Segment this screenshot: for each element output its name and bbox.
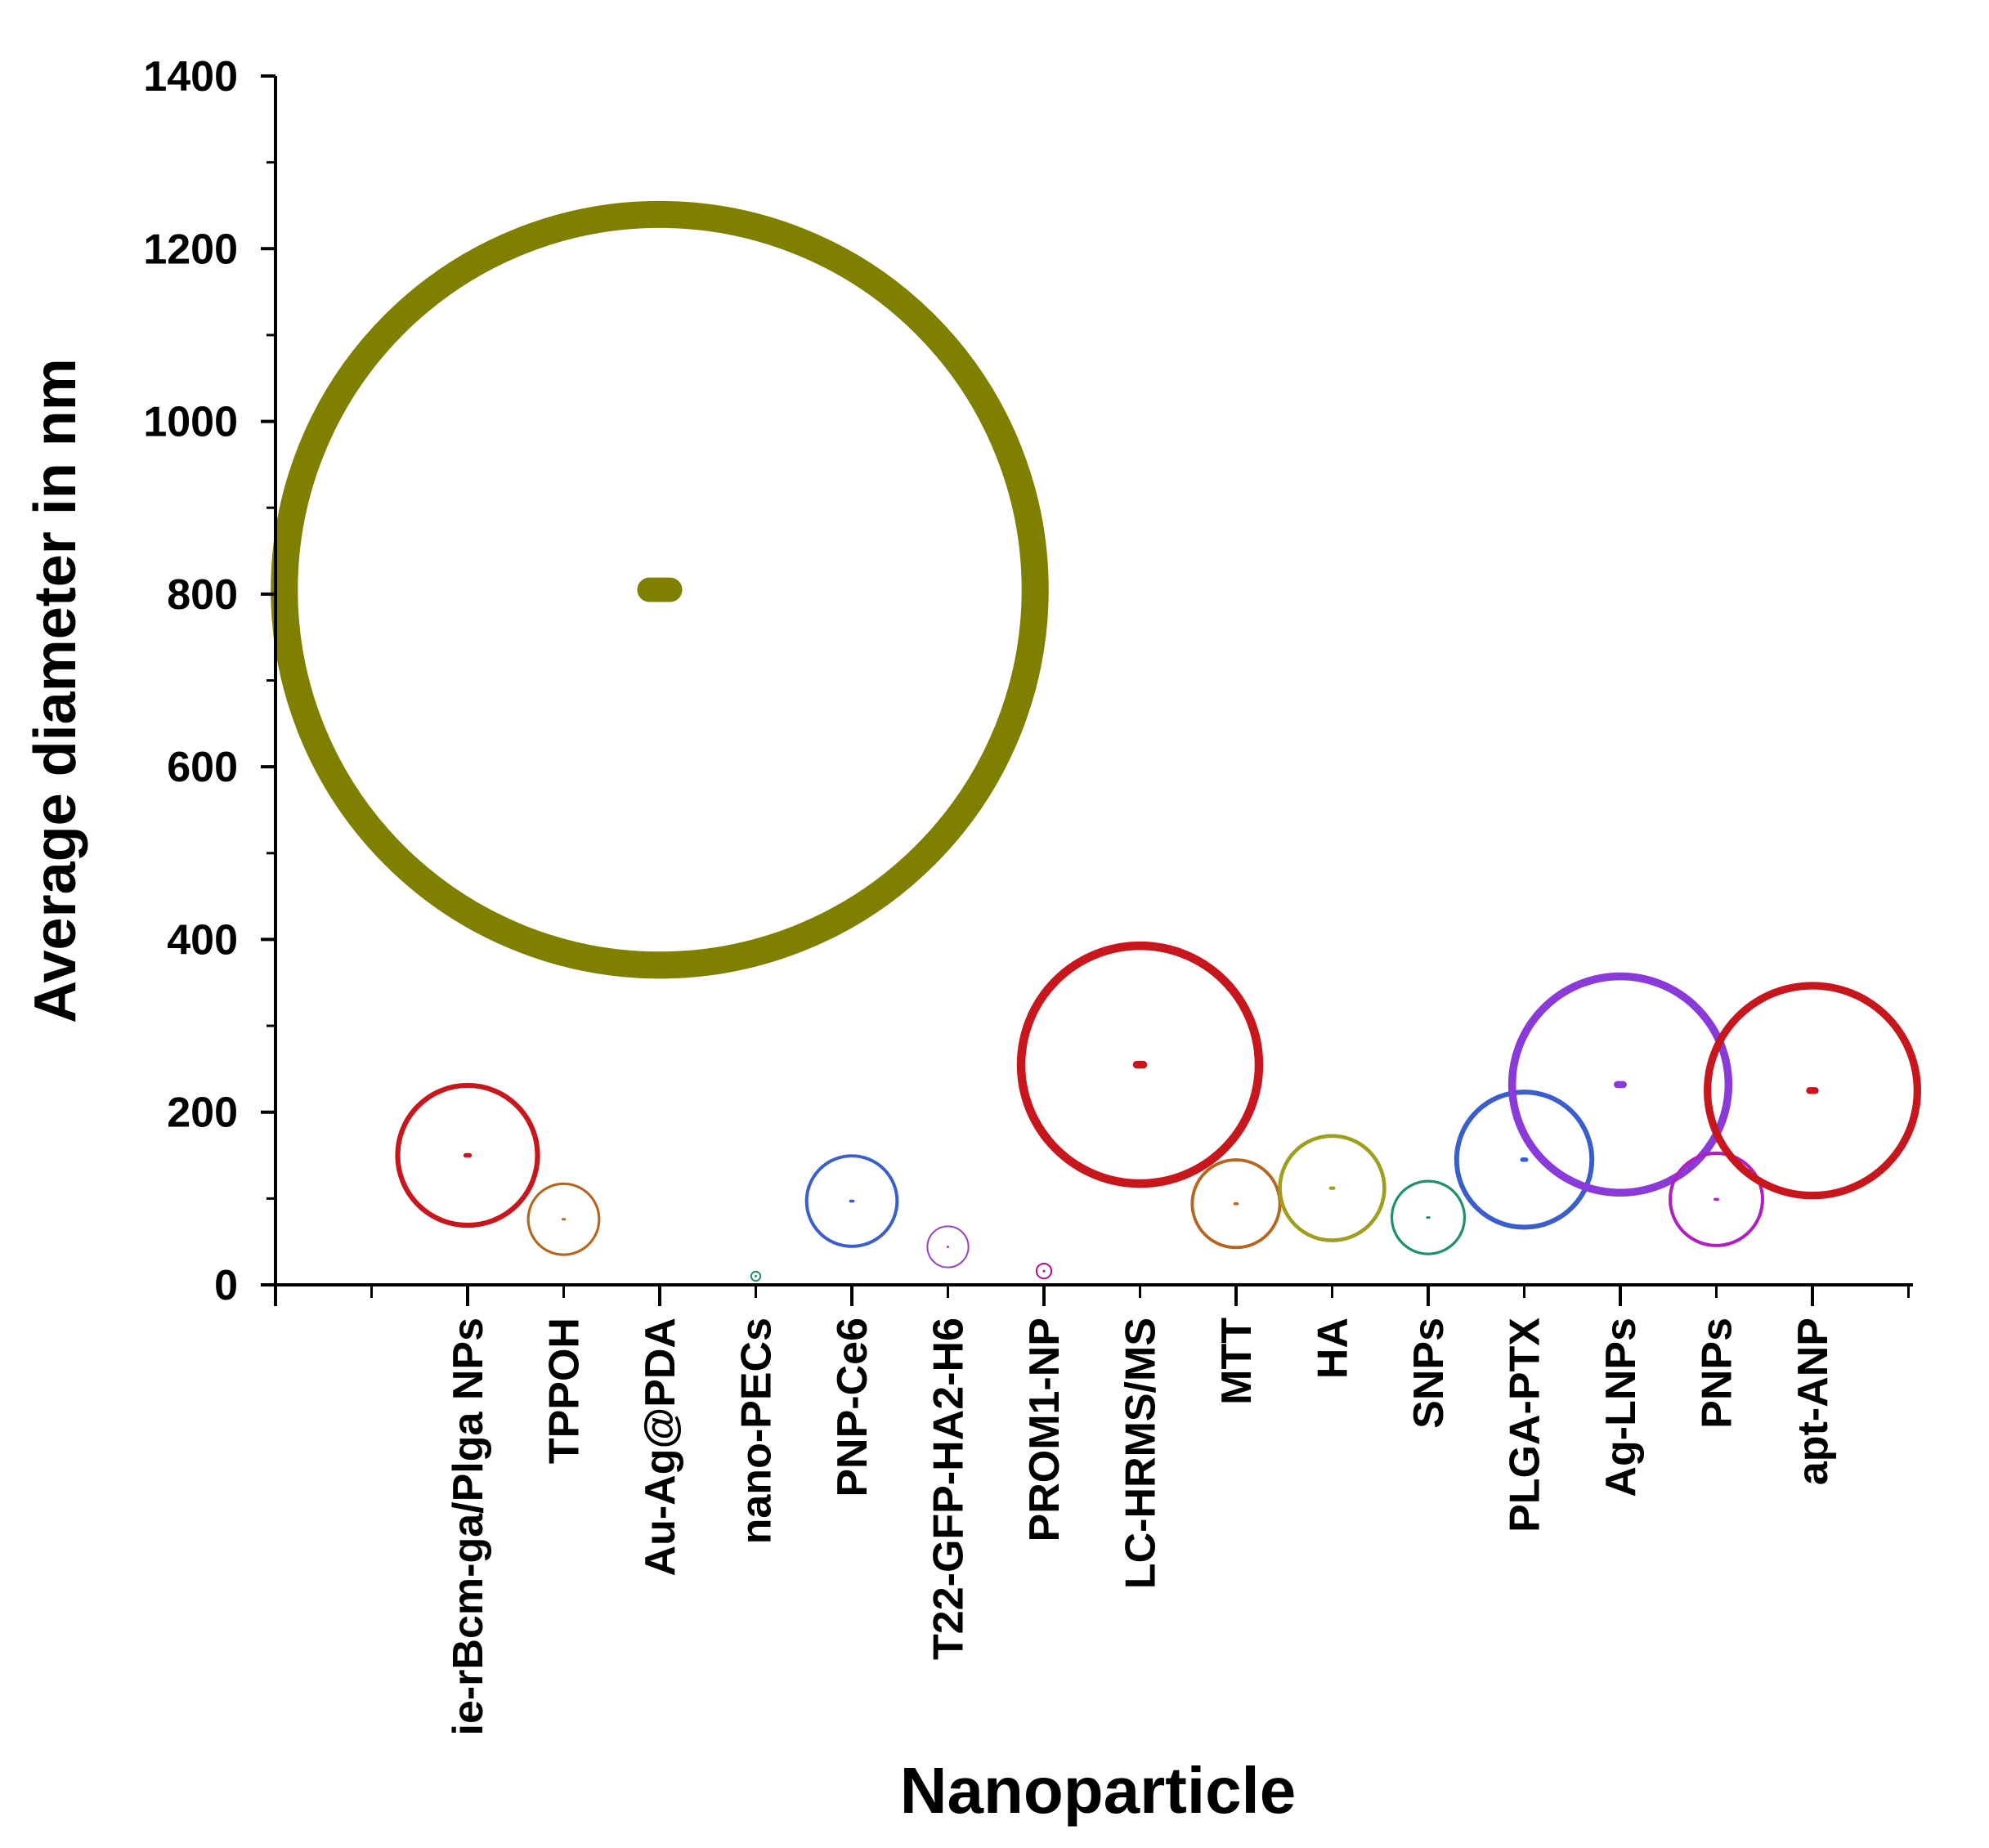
bubble-center-snps [1426,1216,1431,1219]
x-axis-title: Nanoparticle [900,1754,1297,1827]
x-tick-label: TPPOH [541,1318,589,1464]
bubble-center-pnp-ce6 [849,1199,855,1203]
y-tick-label: 200 [167,1090,238,1137]
bubble-tppoh [526,1182,601,1256]
y-tick-label: 1000 [143,399,238,446]
bubble-center-ag-lnps [1614,1081,1627,1089]
x-tick-label: PNPs [1694,1318,1741,1429]
x-tick-label: PLGA-PTX [1502,1318,1549,1533]
bubble-au-ag-pda [271,200,1049,979]
bubble-center-lc-hrms-ms [1132,1060,1148,1069]
bubble-center-tppoh [561,1218,567,1221]
bubble-prom1-np [1035,1262,1053,1280]
bubble-center-pnps [1713,1197,1719,1201]
y-tick-label: 0 [214,1262,238,1309]
ticks-layer [261,74,1910,1306]
bubble-pnp-ce6 [804,1154,899,1248]
bubble-center-nano-pecs [755,1274,757,1277]
x-tick-label: apt-ANP [1790,1318,1837,1485]
y-tick-label: 600 [167,744,238,791]
bubble-lc-hrms-ms [1016,941,1264,1188]
bubble-t22-gfp-ha2-h6 [926,1225,970,1269]
bubble-center-prom1-np [1042,1269,1046,1273]
bubble-pnps [1668,1151,1765,1247]
x-tick-label: T22-GFP-HA2-H6 [925,1318,973,1660]
bubble-center-ha [1328,1186,1336,1190]
bubble-center-mtt [1233,1201,1239,1206]
bubble-center-apt-anp [1806,1087,1819,1094]
x-tick-label: LC-HRMS/MS [1118,1318,1165,1589]
x-tick-label: PROM1-NP [1021,1318,1068,1541]
y-tick-label: 1200 [143,226,238,273]
x-tick-label: PNP-Ce6 [829,1318,876,1497]
x-tick-labels: ie-rBcm-ga/Plga NPs TPPOH Au-Ag@PDA nano-PE… [445,1318,1837,1736]
y-axis-title: Average diameter in nm [23,358,88,1023]
bubbles-layer [271,200,1921,1282]
x-tick-label: HA [1310,1318,1357,1379]
x-tick-label: Au-Ag@PDA [637,1318,684,1576]
axes-layer [274,76,1913,1286]
bubble-mtt [1190,1158,1282,1250]
bubble-center-plga-ptx [1520,1157,1529,1162]
y-tick-label: 800 [167,571,238,619]
bubble-ha [1278,1134,1386,1242]
x-tick-label: ie-rBcm-ga/Plga NPs [445,1318,492,1736]
y-tick-labels: 0 200 400 600 800 1000 1200 1400 [143,53,238,1309]
bubble-center-au-ag-pda [637,577,683,602]
bubble-center-ie-rbcm-ga-plga-nps [463,1152,473,1158]
bubble-ie-rbcm-ga-plga-nps [395,1082,540,1228]
bubble-center-t22-gfp-ha2-h6 [946,1246,950,1249]
y-tick-label: 400 [167,916,238,964]
x-tick-label: Ag-LNPs [1597,1318,1645,1497]
x-tick-label: MTT [1213,1318,1261,1405]
y-tick-label: 1400 [143,53,238,101]
bubble-apt-anp [1704,982,1921,1200]
x-tick-label: nano-PECs [733,1318,781,1544]
bubble-snps [1390,1179,1467,1255]
bubble-ag-lnps [1507,972,1733,1197]
bubble-plga-ptx [1454,1090,1595,1230]
bubble-nano-pecs [750,1270,762,1282]
x-tick-label: SNPs [1405,1318,1453,1429]
